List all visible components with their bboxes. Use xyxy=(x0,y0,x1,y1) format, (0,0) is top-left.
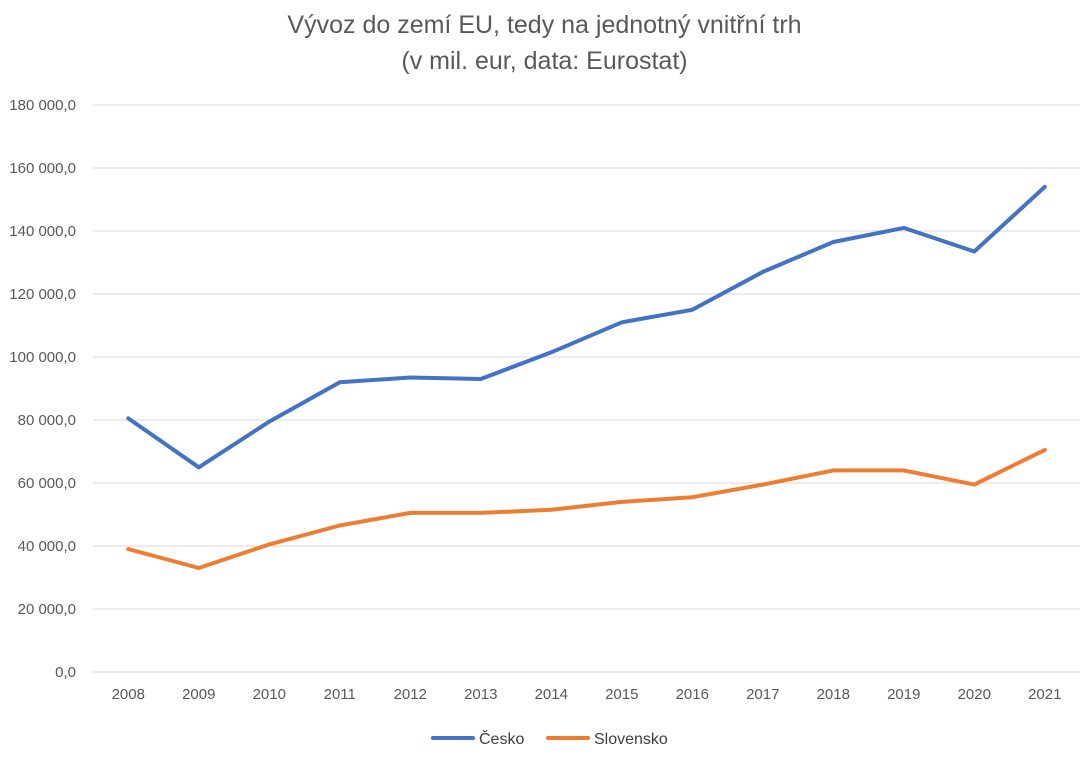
y-tick-label: 120 000,0 xyxy=(9,286,76,303)
y-tick-label: 140 000,0 xyxy=(9,223,76,240)
x-tick-label: 2020 xyxy=(958,686,991,703)
series-line-1 xyxy=(126,184,1047,470)
y-tick-label: 20 000,0 xyxy=(18,601,76,618)
x-tick-label: 2015 xyxy=(605,686,638,703)
x-tick-label: 2012 xyxy=(394,686,427,703)
x-tick-label: 2010 xyxy=(253,686,286,703)
legend-item: Česko xyxy=(479,729,524,748)
y-tick-label: 100 000,0 xyxy=(9,349,76,366)
series-line-2 xyxy=(126,447,1047,570)
x-tick-label: 2014 xyxy=(535,686,568,703)
x-tick-label: 2011 xyxy=(324,686,356,703)
chart-title: Vývoz do zemí EU, tedy na jednotný vnitř… xyxy=(287,11,802,39)
x-tick-label: 2019 xyxy=(887,686,920,703)
x-tick-label: 2008 xyxy=(112,686,145,703)
y-tick-label: 60 000,0 xyxy=(18,475,76,492)
y-tick-label: 40 000,0 xyxy=(18,538,76,555)
x-tick-label: 2017 xyxy=(746,686,779,703)
x-tick-label: 2021 xyxy=(1028,686,1061,703)
y-tick-label: 180 000,0 xyxy=(9,97,76,114)
x-tick-label: 2009 xyxy=(182,686,215,703)
chart-subtitle: (v mil. eur, data: Eurostat) xyxy=(401,47,688,75)
y-tick-label: 80 000,0 xyxy=(18,412,76,429)
legend-item: Slovensko xyxy=(594,731,668,748)
y-tick-label: 0,0 xyxy=(55,664,76,681)
x-tick-label: 2013 xyxy=(464,686,497,703)
x-tick-label: 2018 xyxy=(817,686,850,703)
x-tick-label: 2016 xyxy=(676,686,709,703)
y-tick-label: 160 000,0 xyxy=(9,160,76,177)
